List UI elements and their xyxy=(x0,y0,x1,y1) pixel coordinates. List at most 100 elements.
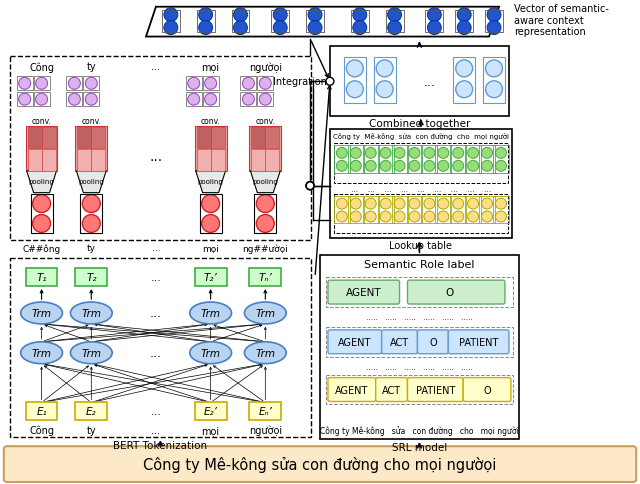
Circle shape xyxy=(36,78,47,90)
Text: Công: Công xyxy=(29,425,54,436)
Circle shape xyxy=(243,78,254,90)
Circle shape xyxy=(468,161,479,172)
Bar xyxy=(195,403,227,421)
Circle shape xyxy=(456,82,472,98)
Circle shape xyxy=(394,161,405,172)
Circle shape xyxy=(452,161,464,172)
Circle shape xyxy=(424,148,435,159)
Circle shape xyxy=(308,9,322,23)
Text: Trm: Trm xyxy=(31,308,52,318)
Circle shape xyxy=(68,78,81,90)
Text: ACT: ACT xyxy=(390,337,409,347)
Bar xyxy=(479,196,495,224)
Circle shape xyxy=(481,212,493,223)
Circle shape xyxy=(337,199,348,210)
Text: conv.: conv. xyxy=(31,117,51,126)
Text: ...: ... xyxy=(424,76,435,89)
Text: pooling: pooling xyxy=(198,179,223,184)
Polygon shape xyxy=(27,171,56,193)
Bar xyxy=(196,150,211,171)
Bar xyxy=(186,93,202,107)
Text: T₂’: T₂’ xyxy=(204,272,218,283)
Text: O: O xyxy=(445,287,453,298)
Circle shape xyxy=(452,148,464,159)
Text: ACT: ACT xyxy=(382,385,401,395)
Circle shape xyxy=(486,61,502,77)
Circle shape xyxy=(259,78,271,90)
Ellipse shape xyxy=(20,342,63,364)
Bar xyxy=(10,259,311,438)
Circle shape xyxy=(205,78,216,90)
Bar xyxy=(203,77,219,91)
Bar xyxy=(17,77,33,91)
Bar xyxy=(34,77,49,91)
FancyBboxPatch shape xyxy=(376,378,408,402)
Circle shape xyxy=(438,212,449,223)
Circle shape xyxy=(487,9,501,23)
Circle shape xyxy=(273,9,287,23)
Circle shape xyxy=(257,195,275,213)
Bar xyxy=(485,11,503,32)
Circle shape xyxy=(365,148,376,159)
Text: ty: ty xyxy=(86,425,96,436)
Ellipse shape xyxy=(20,302,63,324)
Circle shape xyxy=(468,212,479,223)
Bar xyxy=(77,150,92,171)
Bar xyxy=(348,146,364,173)
Circle shape xyxy=(424,212,435,223)
Circle shape xyxy=(306,182,314,190)
Circle shape xyxy=(85,78,97,90)
Circle shape xyxy=(438,199,449,210)
Bar xyxy=(67,77,83,91)
Circle shape xyxy=(424,161,435,172)
Bar xyxy=(320,256,519,439)
Text: Semantic Role label: Semantic Role label xyxy=(364,260,475,270)
Text: ...: ... xyxy=(152,425,161,436)
Circle shape xyxy=(234,9,248,23)
Text: Trm: Trm xyxy=(81,308,101,318)
Text: pooling: pooling xyxy=(252,179,278,184)
Circle shape xyxy=(350,148,361,159)
Bar xyxy=(330,130,512,239)
Ellipse shape xyxy=(189,342,232,364)
Bar xyxy=(406,146,422,173)
Ellipse shape xyxy=(189,302,232,324)
Bar xyxy=(77,128,92,149)
Bar xyxy=(334,196,350,224)
Ellipse shape xyxy=(70,342,112,364)
Text: .....   .....   .....   .....   .....   .....: ..... ..... ..... ..... ..... ..... xyxy=(366,313,473,322)
Circle shape xyxy=(188,78,200,90)
Bar xyxy=(10,57,311,241)
Bar xyxy=(211,128,225,149)
Bar xyxy=(465,146,481,173)
Text: ng##ườọi: ng##ườọi xyxy=(243,244,288,253)
Text: O: O xyxy=(483,385,491,395)
FancyBboxPatch shape xyxy=(4,446,636,482)
FancyBboxPatch shape xyxy=(448,330,509,354)
Bar xyxy=(421,146,437,173)
Bar xyxy=(76,269,108,287)
Circle shape xyxy=(457,9,471,23)
Circle shape xyxy=(164,9,178,23)
Text: Trm: Trm xyxy=(255,348,275,358)
Circle shape xyxy=(438,148,449,159)
Circle shape xyxy=(353,9,367,23)
Bar xyxy=(92,150,105,171)
Text: conv.: conv. xyxy=(201,117,221,126)
Bar xyxy=(28,150,42,171)
Circle shape xyxy=(409,161,420,172)
FancyBboxPatch shape xyxy=(381,330,417,354)
Bar xyxy=(306,11,324,32)
Bar xyxy=(254,194,276,234)
Circle shape xyxy=(33,195,51,213)
Text: Công ty Mê-kông sửa con đường cho mọi ngườọi: Công ty Mê-kông sửa con đường cho mọi ng… xyxy=(143,456,497,472)
Circle shape xyxy=(388,22,401,35)
Text: Combined together: Combined together xyxy=(369,119,470,129)
Circle shape xyxy=(337,212,348,223)
Circle shape xyxy=(205,94,216,106)
Bar xyxy=(378,146,394,173)
Circle shape xyxy=(337,161,348,172)
Text: SRL model: SRL model xyxy=(392,442,447,453)
Bar xyxy=(42,150,56,171)
Circle shape xyxy=(380,161,391,172)
